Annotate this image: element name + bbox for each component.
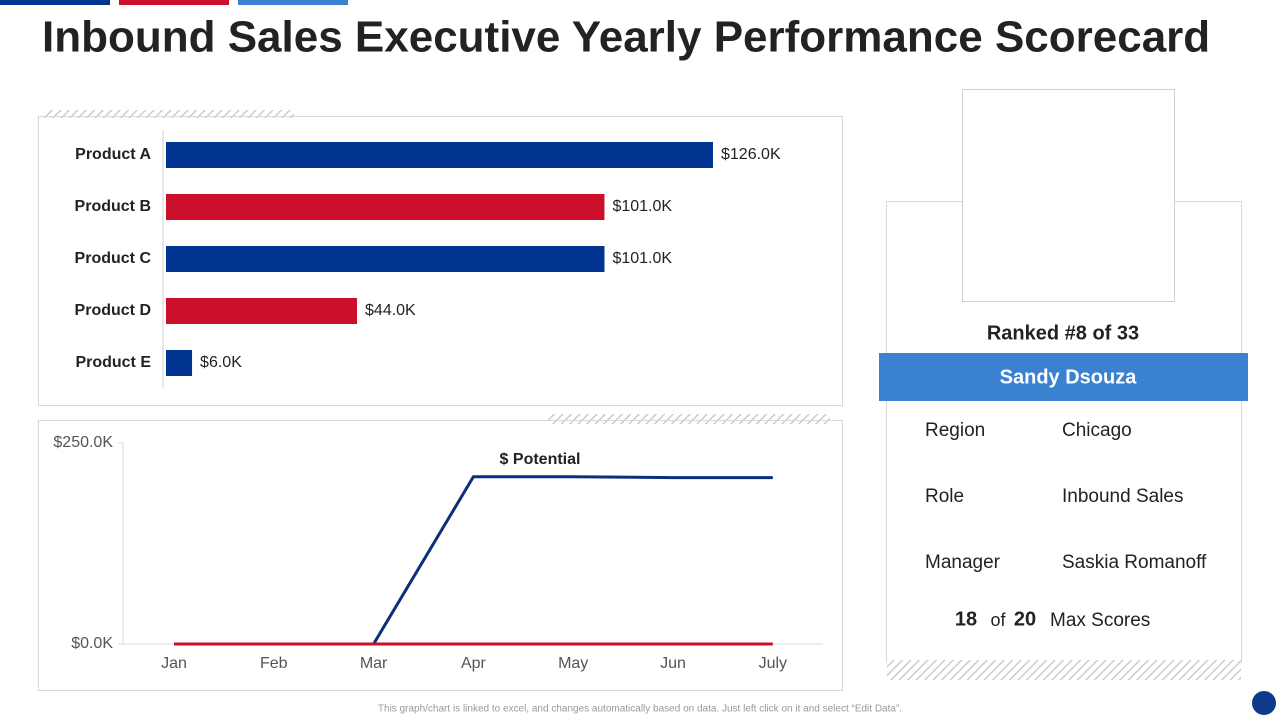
profile-name: Sandy Dsouza (1000, 366, 1138, 388)
top-accent (119, 0, 229, 5)
category-label: Product A (75, 146, 151, 163)
corner-dot (1252, 691, 1276, 715)
series-label: $ Potential (500, 451, 581, 468)
hatch (887, 660, 1241, 680)
profile-rows: Region Chicago Role Inbound Sales Manager Sas… (925, 420, 1207, 573)
score-of: of (990, 610, 1006, 630)
x-tick-label: Jun (660, 655, 686, 672)
x-tick-label: Apr (461, 655, 487, 672)
bar (166, 246, 605, 272)
top-accent (238, 0, 348, 5)
photo-frame (962, 89, 1175, 302)
x-tick-label: July (759, 655, 787, 672)
category-label: Product B (75, 198, 151, 215)
bar (166, 194, 605, 220)
x-tick-label: May (558, 655, 588, 672)
category-label: Product E (75, 354, 151, 371)
line-panel (38, 420, 843, 691)
value-label: $6.0K (200, 354, 242, 371)
row-label: Manager (925, 552, 1001, 573)
rank: Ranked #8 of 33 (987, 322, 1139, 344)
x-tick-label: Mar (360, 655, 388, 672)
row-label: Region (925, 420, 985, 441)
name-band (879, 353, 1248, 401)
x-tick-label: Feb (260, 655, 288, 672)
top-accent (0, 0, 110, 5)
row-label: Role (925, 486, 964, 507)
value-label: $101.0K (612, 198, 672, 215)
y-tick-label: $250.0K (53, 434, 113, 451)
y-tick-label: $0.0K (71, 635, 113, 652)
row-value: Chicago (1062, 420, 1132, 441)
line-series (372, 475, 773, 645)
bar (166, 298, 358, 324)
value-label: $44.0K (365, 302, 416, 319)
score-max: 20 (1014, 608, 1036, 630)
bar-panel (38, 116, 843, 406)
category-label: Product D (75, 302, 151, 319)
hatch (44, 110, 294, 118)
value-label: $101.0K (612, 250, 672, 267)
footer-note: This graph/chart is linked to excel, and… (378, 704, 902, 715)
page-title: Inbound Sales Executive Yearly Performan… (42, 13, 1210, 62)
bar (166, 142, 713, 168)
category-label: Product C (75, 250, 152, 267)
row-value: Saskia Romanoff (1062, 552, 1207, 573)
hatch (548, 414, 830, 424)
value-label: $126.0K (721, 146, 781, 163)
x-tick-label: Jan (161, 655, 187, 672)
score: 18 (955, 608, 977, 630)
bar (166, 350, 193, 376)
row-value: Inbound Sales (1062, 486, 1184, 507)
score-label: Max Scores (1050, 610, 1150, 631)
